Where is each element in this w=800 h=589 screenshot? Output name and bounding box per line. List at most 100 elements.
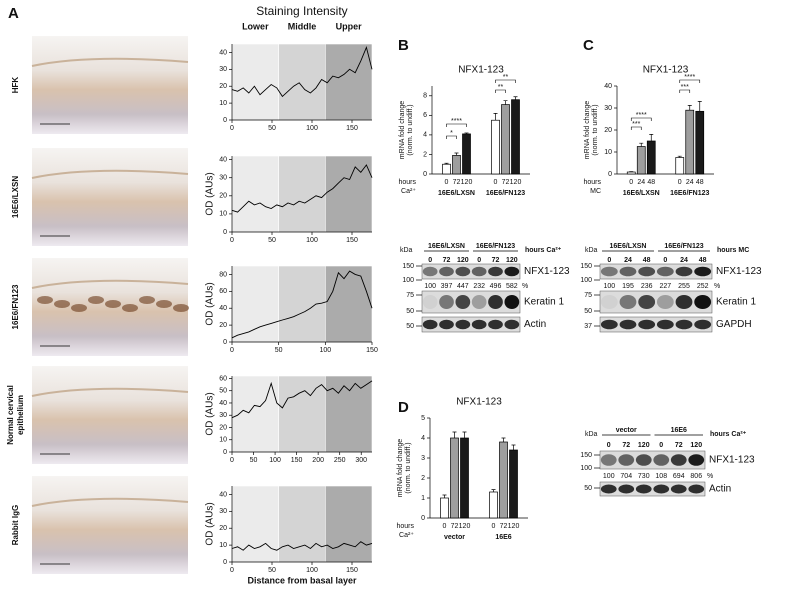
marker-label: 50 — [584, 485, 592, 492]
band-label: Keratin 1 — [524, 297, 564, 308]
group-label: 16E6/LXSN — [610, 243, 647, 250]
kda-label: kDa — [400, 247, 413, 254]
band — [675, 294, 693, 310]
lane-label: 48 — [699, 257, 707, 264]
band — [439, 266, 454, 277]
y-tick-label: 10 — [219, 211, 227, 218]
bar — [626, 171, 636, 175]
error-bar — [697, 101, 702, 112]
y-tick-label: 0 — [223, 229, 227, 236]
x-tick-label: 48 — [647, 179, 655, 186]
group-label: vector — [444, 534, 465, 541]
data-line — [231, 45, 373, 98]
y-axis-label: OD (AUs) — [205, 172, 216, 215]
band — [422, 319, 438, 330]
marker-label: 50 — [406, 323, 414, 330]
lane-label: 24 — [624, 257, 632, 264]
y-axis-label: mRNA fold change — [399, 101, 406, 159]
band-label: Actin — [524, 319, 546, 330]
y-tick-label: 2 — [423, 151, 427, 158]
band — [422, 266, 438, 277]
zone — [278, 485, 326, 563]
band — [600, 319, 618, 330]
significance-bracket — [679, 89, 691, 93]
zone — [325, 155, 373, 233]
x-tick-label: 120 — [510, 179, 522, 186]
x-prefix: Ca²⁺ — [401, 188, 416, 195]
error-bar — [513, 96, 518, 100]
marker-label: 150 — [580, 263, 592, 270]
band — [688, 454, 705, 466]
band — [656, 294, 674, 310]
band — [600, 454, 617, 466]
band — [600, 484, 617, 494]
band — [471, 319, 487, 330]
lane-label: 0 — [607, 442, 611, 449]
band-label: GAPDH — [716, 319, 752, 330]
quantification: 730 — [638, 473, 650, 480]
x-tick-label: 24 — [637, 179, 645, 186]
y-tick-label: 40 — [219, 156, 227, 163]
significance-bracket — [630, 126, 642, 130]
bar — [685, 109, 695, 175]
y-tick-label: 20 — [219, 83, 227, 90]
y-tick-label: 1 — [421, 495, 425, 502]
quant-unit: % — [522, 283, 528, 290]
x-tick-label: 0 — [629, 179, 633, 186]
band — [471, 266, 487, 277]
error-bar — [462, 431, 467, 438]
quantification: 806 — [690, 473, 702, 480]
error-bar — [491, 489, 496, 492]
y-tick-label: 10 — [219, 437, 227, 444]
lane-label: 0 — [663, 257, 667, 264]
row-label: 16E6/LXSN — [11, 176, 20, 218]
y-tick-label: 20 — [219, 193, 227, 200]
error-bar — [503, 100, 508, 105]
stain — [71, 304, 87, 312]
lane-label: 0 — [428, 257, 432, 264]
zone — [231, 265, 279, 343]
x-tick-label: 0 — [230, 457, 234, 464]
stain — [139, 296, 155, 304]
y-tick-label: 0 — [421, 515, 425, 522]
quantification: 582 — [506, 283, 518, 290]
micrograph — [32, 148, 188, 246]
x-prefix: MC — [590, 188, 601, 195]
band — [653, 454, 670, 466]
y-axis-label: OD (AUs) — [205, 282, 216, 325]
band — [670, 484, 687, 494]
zone — [278, 43, 326, 121]
y-tick-label: 60 — [219, 375, 227, 382]
kda-label: kDa — [585, 247, 598, 254]
significance-bracket — [630, 117, 652, 121]
bar — [509, 449, 518, 519]
group-label: 16E6/LXSN — [438, 190, 475, 197]
y-tick-label: 20 — [219, 525, 227, 532]
tissue-edge — [31, 387, 189, 397]
x-tick-label: 150 — [366, 347, 378, 354]
error-bar — [464, 132, 469, 134]
marker-label: 75 — [406, 292, 414, 299]
bar — [460, 437, 469, 519]
error-bar — [493, 113, 498, 121]
x-prefix: hours — [398, 179, 416, 186]
x-tick-label: 50 — [268, 125, 276, 132]
bar — [440, 497, 449, 519]
quant-unit: % — [714, 283, 720, 290]
lane-label: 72 — [622, 442, 630, 449]
marker-label: 37 — [584, 323, 592, 330]
group-label: 16E6/FN123 — [486, 190, 525, 197]
tissue-edge — [31, 57, 189, 67]
stain — [54, 300, 70, 308]
y-tick-label: 4 — [423, 132, 427, 139]
y-tick-label: 0 — [223, 449, 227, 456]
band — [653, 484, 670, 494]
error-bar — [649, 134, 654, 141]
group-label: 16E6/LXSN — [428, 243, 465, 250]
band — [471, 294, 487, 310]
zone — [278, 375, 326, 453]
x-tick-label: 50 — [268, 567, 276, 574]
y-tick-label: 10 — [219, 542, 227, 549]
error-bar — [687, 105, 692, 111]
x-tick-label: 120 — [508, 523, 520, 530]
